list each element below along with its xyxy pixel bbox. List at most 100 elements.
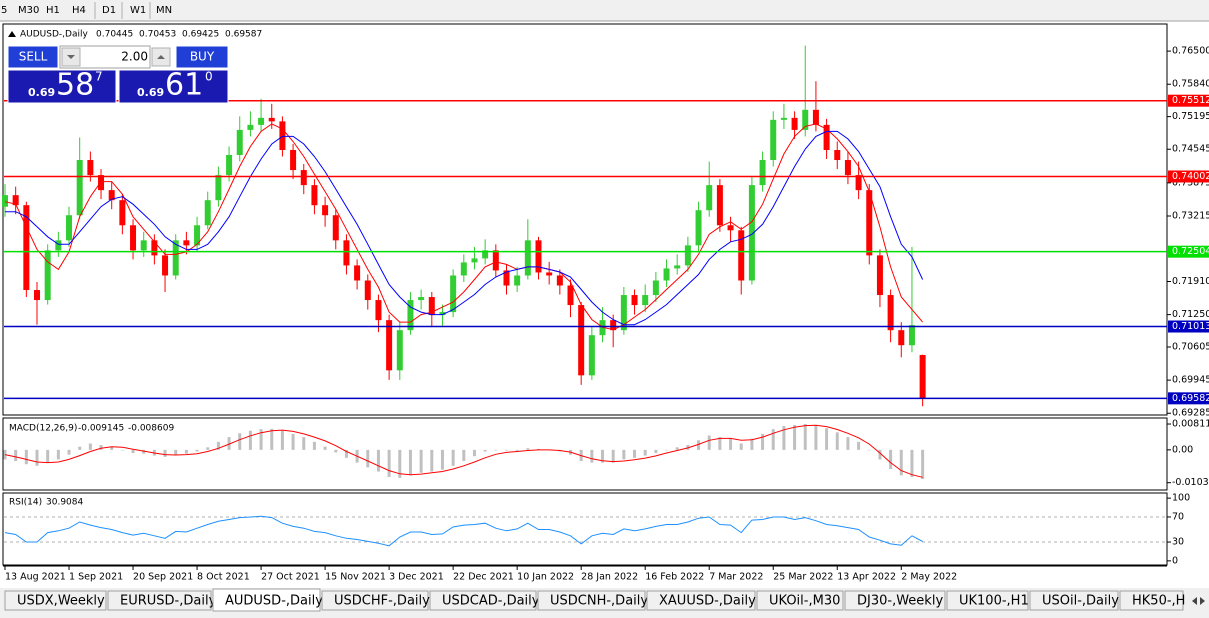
candle-body [887, 295, 894, 331]
y-tick-label: 0.73875 [1172, 177, 1209, 188]
scroll-left [1192, 597, 1197, 605]
timeframe-button[interactable]: D1 [102, 5, 116, 16]
tab[interactable] [321, 590, 429, 611]
candle-body [407, 300, 414, 331]
level-tag [1168, 392, 1209, 405]
tab-label: USDCAD-,Daily [442, 594, 540, 609]
y-tick-label: 0 [1172, 555, 1178, 566]
indicator-line [4, 515, 923, 547]
lot-input[interactable] [59, 45, 151, 69]
x-tick-label: 28 Jan 2022 [581, 572, 638, 583]
scroll-right [1200, 597, 1205, 605]
macd-bar [419, 449, 423, 473]
candle-body [919, 355, 926, 399]
macd-bar [867, 449, 871, 451]
timeframe-button[interactable]: M30 [18, 5, 39, 16]
candle-body [130, 225, 137, 251]
macd-bar [654, 449, 658, 454]
macd-bar [910, 449, 914, 477]
plot-layer: 0.76500 0.75840 0.75195 0.74545 0.73875 0.732… [2, 45, 1209, 583]
candle-body [364, 280, 371, 301]
candle-body [770, 119, 777, 161]
candle-body [396, 330, 403, 371]
candle-body [279, 121, 286, 150]
tab[interactable] [646, 590, 756, 611]
macd-bar [782, 425, 786, 450]
macd-bar [398, 449, 402, 478]
candle-body [738, 230, 745, 281]
candle-body [556, 275, 563, 286]
tab[interactable] [756, 590, 844, 611]
macd-bar [78, 446, 82, 450]
timeframe-button[interactable]: H1 [46, 5, 60, 16]
macd-bar [248, 430, 252, 450]
candle-body [855, 175, 862, 191]
candle-body [98, 175, 105, 191]
timeframe-button[interactable]: MN [156, 5, 172, 16]
indicator-line [4, 123, 923, 331]
timeframe-button[interactable]: H4 [72, 5, 86, 16]
macd-bar [483, 449, 487, 452]
chart-tabs: USDX,Weekly EURUSD-,Daily AUDUSD-,Daily USD… [4, 588, 1208, 612]
tab[interactable] [107, 590, 212, 611]
tab[interactable] [429, 590, 537, 611]
candle-body [898, 330, 905, 346]
x-tick-label: 16 Feb 2022 [645, 572, 704, 583]
ask-big-figure: 0.69 [137, 86, 164, 99]
macd-bar [227, 437, 231, 450]
macd-bar [14, 449, 18, 462]
candle-body [866, 190, 873, 256]
y-tick-label: 0.71250 [1172, 309, 1209, 320]
tab[interactable] [1119, 590, 1184, 611]
tab[interactable] [212, 588, 321, 612]
candle-body [823, 124, 830, 150]
macd-bar [24, 449, 28, 465]
candle-body [663, 268, 670, 281]
tab-label: USDX,Weekly [17, 594, 105, 609]
tab[interactable] [537, 590, 646, 611]
macd-bar [120, 449, 124, 451]
candle-body [727, 225, 734, 231]
tab[interactable] [1029, 590, 1119, 611]
timeframe-button[interactable]: W1 [130, 5, 146, 16]
bid-box[interactable] [7, 69, 117, 104]
macd-bar [761, 433, 765, 450]
macd-bar [174, 449, 178, 455]
macd-bar [718, 437, 722, 450]
tab[interactable] [946, 590, 1029, 611]
candle-body [258, 117, 265, 125]
sell-label: SELL [19, 50, 48, 64]
macd-bar [622, 449, 626, 460]
candle-body [780, 117, 787, 120]
tab[interactable] [4, 590, 107, 611]
buy-button[interactable] [175, 45, 229, 69]
macd-bar [537, 448, 540, 450]
x-tick-label: 2 May 2022 [901, 572, 957, 583]
candle-body [674, 265, 681, 269]
bid-pips: 58 [56, 68, 94, 103]
candle-body [386, 320, 393, 371]
macd-bar [56, 449, 60, 460]
candle-body [162, 255, 169, 276]
sell-button[interactable] [7, 45, 59, 69]
macd-bar [771, 429, 775, 450]
toolbar [0, 0, 1209, 21]
candle-body [610, 320, 617, 331]
macd-bar [590, 449, 594, 463]
ask-box[interactable] [118, 69, 229, 104]
timeframe-button[interactable]: 5 [1, 5, 7, 16]
candle-body [34, 290, 41, 301]
macd-bar [846, 437, 850, 450]
indicator-value: -0.009145 [78, 424, 124, 434]
macd-bar [665, 449, 669, 451]
tab[interactable] [844, 590, 946, 611]
candle-body [215, 175, 222, 201]
macd-bar [206, 447, 210, 450]
tab-scroll[interactable] [1187, 592, 1208, 610]
indicator-value: 30.9084 [46, 498, 83, 508]
macd-bar [504, 449, 508, 451]
candle-body [482, 250, 489, 259]
macd-bar [707, 435, 711, 450]
macd-bar [270, 428, 274, 450]
x-tick-label: 13 Aug 2021 [5, 572, 66, 583]
